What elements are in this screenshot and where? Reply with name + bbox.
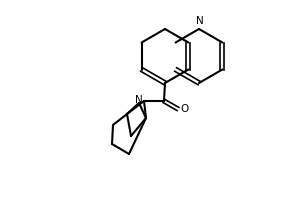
- Text: N: N: [196, 16, 204, 26]
- Text: O: O: [181, 104, 189, 114]
- Text: N: N: [135, 95, 143, 105]
